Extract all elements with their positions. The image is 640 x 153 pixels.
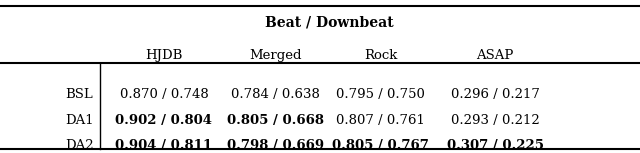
Text: 0.293 / 0.212: 0.293 / 0.212 xyxy=(451,114,540,127)
Text: Rock: Rock xyxy=(364,49,397,62)
Text: 0.904 / 0.811: 0.904 / 0.811 xyxy=(115,139,212,152)
Text: 0.870 / 0.748: 0.870 / 0.748 xyxy=(120,88,208,101)
Text: 0.307 / 0.225: 0.307 / 0.225 xyxy=(447,139,544,152)
Text: ASAP: ASAP xyxy=(477,49,514,62)
Text: 0.805 / 0.668: 0.805 / 0.668 xyxy=(227,114,324,127)
Text: 0.902 / 0.804: 0.902 / 0.804 xyxy=(115,114,212,127)
Text: 0.296 / 0.217: 0.296 / 0.217 xyxy=(451,88,540,101)
Text: BSL: BSL xyxy=(65,88,93,101)
Text: DA2: DA2 xyxy=(65,139,93,152)
Text: 0.784 / 0.638: 0.784 / 0.638 xyxy=(231,88,320,101)
Text: Beat / Downbeat: Beat / Downbeat xyxy=(265,15,394,29)
Text: Merged: Merged xyxy=(249,49,301,62)
Text: 0.795 / 0.750: 0.795 / 0.750 xyxy=(336,88,425,101)
Text: HJDB: HJDB xyxy=(145,49,182,62)
Text: 0.807 / 0.761: 0.807 / 0.761 xyxy=(336,114,425,127)
Text: DA1: DA1 xyxy=(65,114,93,127)
Text: 0.805 / 0.767: 0.805 / 0.767 xyxy=(332,139,429,152)
Text: 0.798 / 0.669: 0.798 / 0.669 xyxy=(227,139,324,152)
